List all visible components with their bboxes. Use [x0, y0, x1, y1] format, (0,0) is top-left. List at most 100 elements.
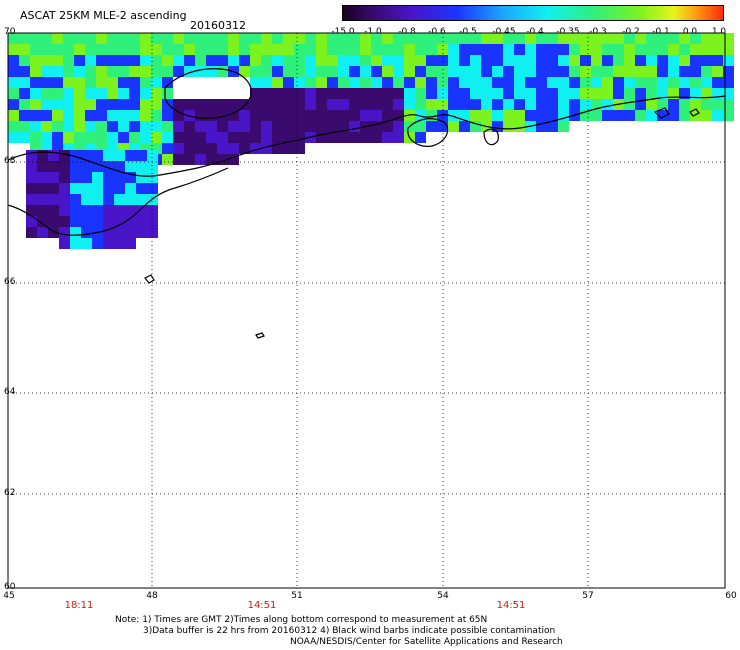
colorbar-label: -0.35 [556, 27, 580, 37]
lon-label: 57 [582, 591, 594, 601]
wind-cell [107, 121, 118, 132]
wind-cell [8, 33, 19, 44]
wind-cell [92, 150, 103, 161]
wind-cell [371, 121, 382, 132]
wind-cell [316, 121, 327, 132]
wind-cell [613, 88, 624, 99]
wind-cell [74, 88, 85, 99]
wind-cell [690, 110, 701, 121]
wind-cell [624, 88, 635, 99]
wind-cell [184, 99, 195, 110]
wind-cell [382, 121, 393, 132]
wind-cell [360, 66, 371, 77]
wind-cell [415, 88, 426, 99]
wind-cell [448, 88, 459, 99]
wind-cell [261, 55, 272, 66]
wind-cell [52, 143, 63, 154]
wind-cell [70, 194, 81, 205]
wind-cell [228, 44, 239, 55]
wind-cell [30, 121, 41, 132]
wind-cell [118, 44, 129, 55]
wind-cell [371, 55, 382, 66]
wind-cell [349, 99, 360, 110]
wind-cell [503, 110, 514, 121]
wind-cell [59, 172, 70, 183]
wind-cell [261, 110, 272, 121]
colorbar-label: -0.2 [622, 27, 640, 37]
wind-cell [382, 77, 393, 88]
wind-cell [547, 33, 558, 44]
wind-cell [701, 55, 712, 66]
wind-cell [118, 143, 129, 154]
wind-cell [59, 194, 70, 205]
pass-time: 14:51 [247, 600, 277, 611]
wind-cell [525, 44, 536, 55]
wind-cell [558, 77, 569, 88]
wind-cell [19, 55, 30, 66]
wind-cell [459, 55, 470, 66]
island-outline [255, 332, 265, 339]
wind-cell [30, 66, 41, 77]
wind-cell [59, 205, 70, 216]
wind-cell [52, 110, 63, 121]
wind-cell [327, 55, 338, 66]
wind-cell [349, 44, 360, 55]
wind-cell [81, 194, 92, 205]
lat-label: 60 [4, 582, 16, 592]
map-frame [7, 32, 726, 589]
wind-cell [591, 44, 602, 55]
wind-cell [470, 66, 481, 77]
wind-cell [30, 33, 41, 44]
wind-cell [162, 55, 173, 66]
wind-cell [41, 143, 52, 154]
lat-label: 70 [4, 27, 16, 37]
wind-cell [426, 77, 437, 88]
wind-cell [85, 66, 96, 77]
wind-cell [26, 227, 37, 238]
wind-cell [37, 227, 48, 238]
wind-cell [195, 66, 206, 77]
wind-cell [679, 55, 690, 66]
wind-cell [371, 44, 382, 55]
wind-cell [63, 143, 74, 154]
wind-cell [393, 66, 404, 77]
wind-cell [107, 110, 118, 121]
wind-cell [481, 44, 492, 55]
wind-cell [81, 172, 92, 183]
wind-cell [415, 55, 426, 66]
wind-cell [8, 132, 19, 143]
wind-cell [679, 33, 690, 44]
wind-cell [52, 55, 63, 66]
wind-cell [129, 88, 140, 99]
wind-cell [136, 194, 147, 205]
wind-cell [206, 132, 217, 143]
wind-cell [536, 33, 547, 44]
coastline [7, 68, 726, 339]
wind-cell [41, 33, 52, 44]
wind-cell [294, 44, 305, 55]
wind-cell [206, 154, 217, 165]
wind-cell [140, 132, 151, 143]
wind-cell [272, 88, 283, 99]
wind-cell [558, 66, 569, 77]
wind-cell [371, 66, 382, 77]
wind-cell [470, 33, 481, 44]
wind-cell [195, 99, 206, 110]
wind-cell [239, 143, 250, 154]
wind-cell [723, 110, 734, 121]
wind-cell [327, 121, 338, 132]
wind-cell [272, 55, 283, 66]
wind-cell [580, 44, 591, 55]
wind-cell [129, 66, 140, 77]
wind-cell [151, 132, 162, 143]
wind-cell [250, 77, 261, 88]
wind-cell [30, 88, 41, 99]
wind-cell [525, 110, 536, 121]
wind-cell [547, 44, 558, 55]
wind-cell [74, 99, 85, 110]
wind-cell [580, 88, 591, 99]
wind-cell [701, 66, 712, 77]
wind-cell [558, 121, 569, 132]
wind-cell [360, 110, 371, 121]
